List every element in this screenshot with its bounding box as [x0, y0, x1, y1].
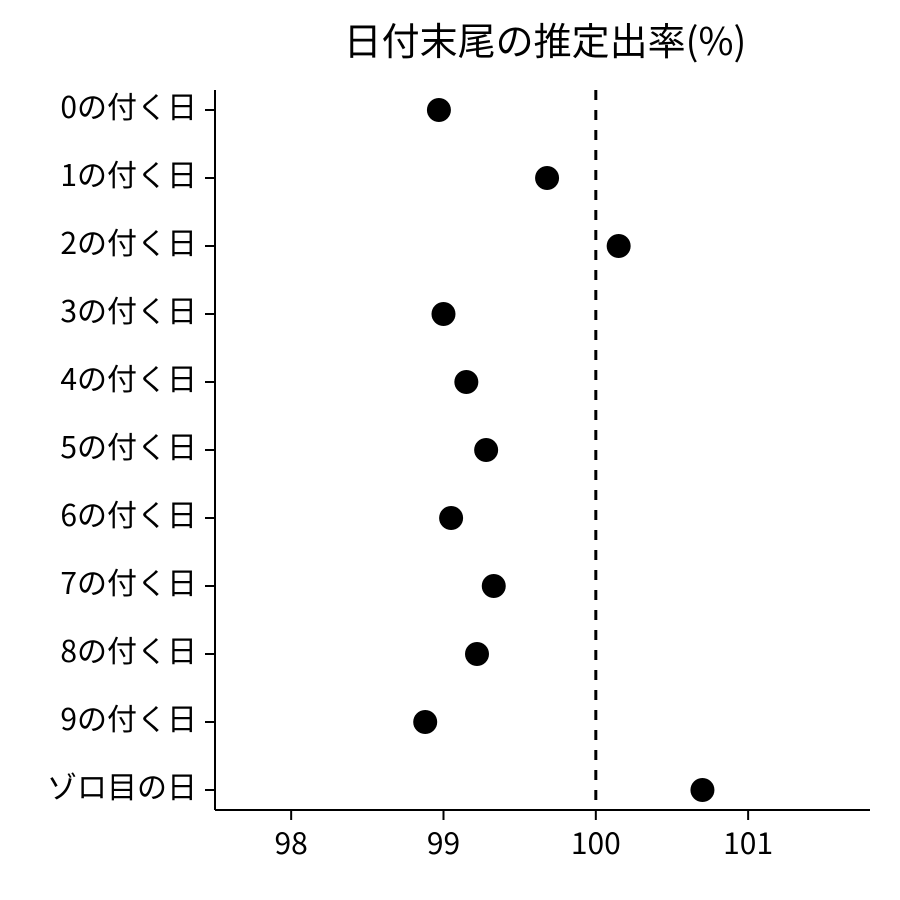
y-tick-label: 5の付く日: [60, 423, 197, 467]
data-point: [474, 438, 498, 462]
data-point: [482, 574, 506, 598]
x-tick-label: 99: [427, 819, 460, 863]
y-tick-label: 0の付く日: [60, 83, 197, 127]
y-tick-label: 2の付く日: [60, 219, 197, 263]
data-point: [607, 234, 631, 258]
data-point: [439, 506, 463, 530]
data-point: [535, 166, 559, 190]
x-tick-label: 98: [275, 819, 308, 863]
data-point: [454, 370, 478, 394]
data-point: [690, 778, 714, 802]
y-tick-label: 6の付く日: [60, 491, 197, 535]
y-tick-label: 8の付く日: [60, 627, 197, 671]
dot-plot: 日付末尾の推定出率(%) 98 99 100 101 0の付く日 1の付く日 2の付く日 3の付…: [0, 0, 900, 900]
data-point: [427, 98, 451, 122]
data-point: [465, 642, 489, 666]
data-point: [413, 710, 437, 734]
y-tick-label: 9の付く日: [60, 695, 197, 739]
chart-title: 日付末尾の推定出率(%): [344, 11, 747, 66]
x-tick-label: 101: [723, 819, 773, 863]
y-tick-label: 1の付く日: [60, 151, 197, 195]
data-point: [431, 302, 455, 326]
x-tick-label: 100: [571, 819, 621, 863]
y-tick-label: ゾロ目の日: [47, 763, 197, 807]
chart-container: 日付末尾の推定出率(%) 98 99 100 101 0の付く日 1の付く日 2の付く日 3の付…: [0, 0, 900, 900]
y-tick-label: 4の付く日: [60, 355, 197, 399]
y-tick-label: 7の付く日: [60, 559, 197, 603]
y-tick-label: 3の付く日: [60, 287, 197, 331]
